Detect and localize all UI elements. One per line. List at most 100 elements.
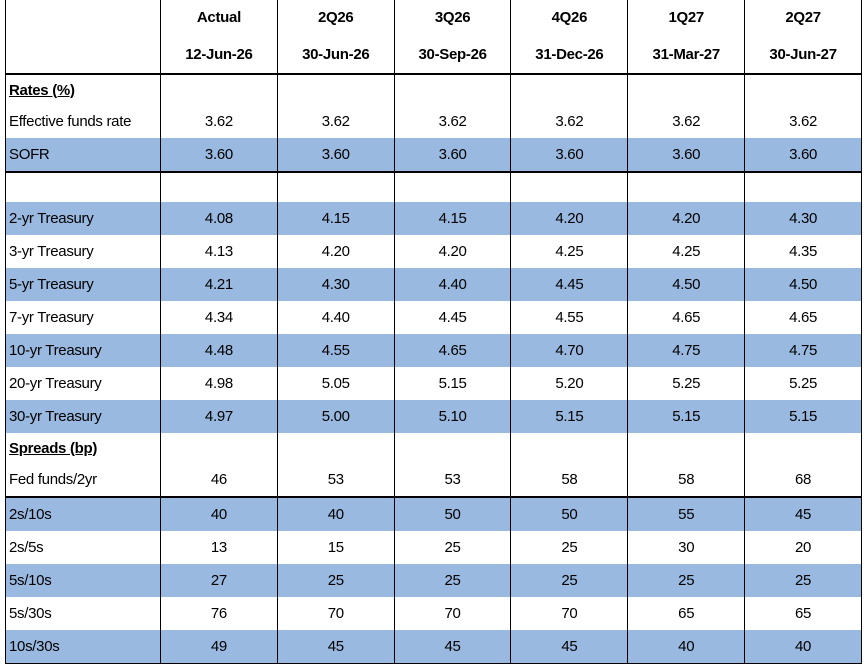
- section-row: Rates (%): [5, 74, 862, 105]
- value-cell: 20: [744, 531, 862, 564]
- value-cell: 4.13: [160, 235, 278, 268]
- value-cell: 4.25: [510, 235, 629, 268]
- value-cell: 4.50: [744, 268, 862, 301]
- value-cell: 25: [393, 564, 512, 597]
- value-cell: 55: [627, 497, 746, 531]
- value-cell: 70: [393, 597, 512, 630]
- empty-cell: [510, 172, 629, 202]
- empty-cell: [627, 74, 746, 105]
- value-cell: 3.60: [160, 138, 278, 173]
- value-cell: 40: [160, 497, 278, 531]
- empty-cell: [744, 74, 862, 105]
- value-cell: 4.30: [744, 202, 862, 235]
- data-row: 7-yr Treasury 4.34 4.40 4.45 4.55 4.65 4.65: [5, 301, 862, 334]
- data-row: SOFR 3.60 3.60 3.60 3.60 3.60 3.60: [5, 138, 862, 173]
- value-cell: 4.15: [393, 202, 512, 235]
- empty-cell: [160, 172, 278, 202]
- row-label: 5-yr Treasury: [5, 268, 161, 301]
- empty-cell: [160, 433, 278, 463]
- empty-cell: [276, 74, 395, 105]
- value-cell: 4.20: [393, 235, 512, 268]
- value-cell: 25: [276, 564, 395, 597]
- empty-cell: [627, 172, 746, 202]
- quarter-header: 2Q26: [276, 0, 395, 35]
- value-cell: 25: [510, 564, 629, 597]
- value-cell: 4.45: [393, 301, 512, 334]
- value-cell: 3.60: [510, 138, 629, 173]
- row-label: SOFR: [5, 138, 161, 173]
- header-cell: [5, 35, 161, 75]
- value-cell: 53: [393, 463, 512, 498]
- value-cell: 4.40: [393, 268, 512, 301]
- value-cell: 5.05: [276, 367, 395, 400]
- value-cell: 4.97: [160, 400, 278, 433]
- quarter-header: 2Q27: [744, 0, 862, 35]
- value-cell: 70: [510, 597, 629, 630]
- row-label: 5s/10s: [5, 564, 161, 597]
- data-row: 5s/30s 76 70 70 70 65 65: [5, 597, 862, 630]
- value-cell: 3.60: [276, 138, 395, 173]
- data-row: 3-yr Treasury 4.13 4.20 4.20 4.25 4.25 4.35: [5, 235, 862, 268]
- value-cell: 3.62: [627, 105, 746, 138]
- value-cell: 4.55: [510, 301, 629, 334]
- data-row: Effective funds rate 3.62 3.62 3.62 3.62 3.62…: [5, 105, 862, 138]
- value-cell: 50: [510, 497, 629, 531]
- value-cell: 65: [744, 597, 862, 630]
- value-cell: 53: [276, 463, 395, 498]
- value-cell: 4.65: [627, 301, 746, 334]
- value-cell: 4.35: [744, 235, 862, 268]
- value-cell: 5.15: [744, 400, 862, 433]
- spacer-row: [5, 172, 862, 202]
- row-label: 30-yr Treasury: [5, 400, 161, 433]
- value-cell: 4.50: [627, 268, 746, 301]
- value-cell: 45: [510, 630, 629, 664]
- value-cell: 4.15: [276, 202, 395, 235]
- data-row: 5-yr Treasury 4.21 4.30 4.40 4.45 4.50 4.50: [5, 268, 862, 301]
- row-label: 2s/5s: [5, 531, 161, 564]
- date-header: 30-Jun-26: [276, 35, 395, 75]
- value-cell: 4.75: [744, 334, 862, 367]
- quarter-header: 4Q26: [510, 0, 629, 35]
- value-cell: 40: [744, 630, 862, 664]
- empty-cell: [393, 433, 512, 463]
- section-label: Spreads (bp): [5, 433, 161, 463]
- value-cell: 27: [160, 564, 278, 597]
- row-label: 7-yr Treasury: [5, 301, 161, 334]
- value-cell: 4.30: [276, 268, 395, 301]
- date-header: 30-Jun-27: [744, 35, 862, 75]
- value-cell: 65: [627, 597, 746, 630]
- value-cell: 3.62: [744, 105, 862, 138]
- data-row: 2-yr Treasury 4.08 4.15 4.15 4.20 4.20 4.30: [5, 202, 862, 235]
- row-label: 5s/30s: [5, 597, 161, 630]
- value-cell: 4.08: [160, 202, 278, 235]
- data-row: 2s/5s 13 15 25 25 30 20: [5, 531, 862, 564]
- value-cell: 4.21: [160, 268, 278, 301]
- value-cell: 58: [627, 463, 746, 498]
- value-cell: 4.98: [160, 367, 278, 400]
- value-cell: 3.62: [510, 105, 629, 138]
- value-cell: 4.20: [627, 202, 746, 235]
- value-cell: 4.34: [160, 301, 278, 334]
- data-row: 30-yr Treasury 4.97 5.00 5.10 5.15 5.15 5.15: [5, 400, 862, 433]
- value-cell: 45: [393, 630, 512, 664]
- header-row: 12-Jun-26 30-Jun-26 30-Sep-26 31-Dec-26 31-M…: [5, 35, 862, 75]
- rates-table: Actual 2Q26 3Q26 4Q26 1Q27 2Q27 12-Jun-26 30-Ju…: [5, 0, 862, 664]
- empty-cell: [160, 74, 278, 105]
- value-cell: 45: [276, 630, 395, 664]
- value-cell: 4.75: [627, 334, 746, 367]
- empty-cell: [510, 74, 629, 105]
- value-cell: 3.60: [744, 138, 862, 173]
- value-cell: 3.62: [160, 105, 278, 138]
- date-header: 31-Dec-26: [510, 35, 629, 75]
- value-cell: 5.10: [393, 400, 512, 433]
- value-cell: 4.65: [393, 334, 512, 367]
- value-cell: 4.20: [276, 235, 395, 268]
- value-cell: 4.40: [276, 301, 395, 334]
- empty-cell: [627, 433, 746, 463]
- value-cell: 4.25: [627, 235, 746, 268]
- row-label: Effective funds rate: [5, 105, 161, 138]
- value-cell: 70: [276, 597, 395, 630]
- empty-cell: [393, 172, 512, 202]
- value-cell: 4.48: [160, 334, 278, 367]
